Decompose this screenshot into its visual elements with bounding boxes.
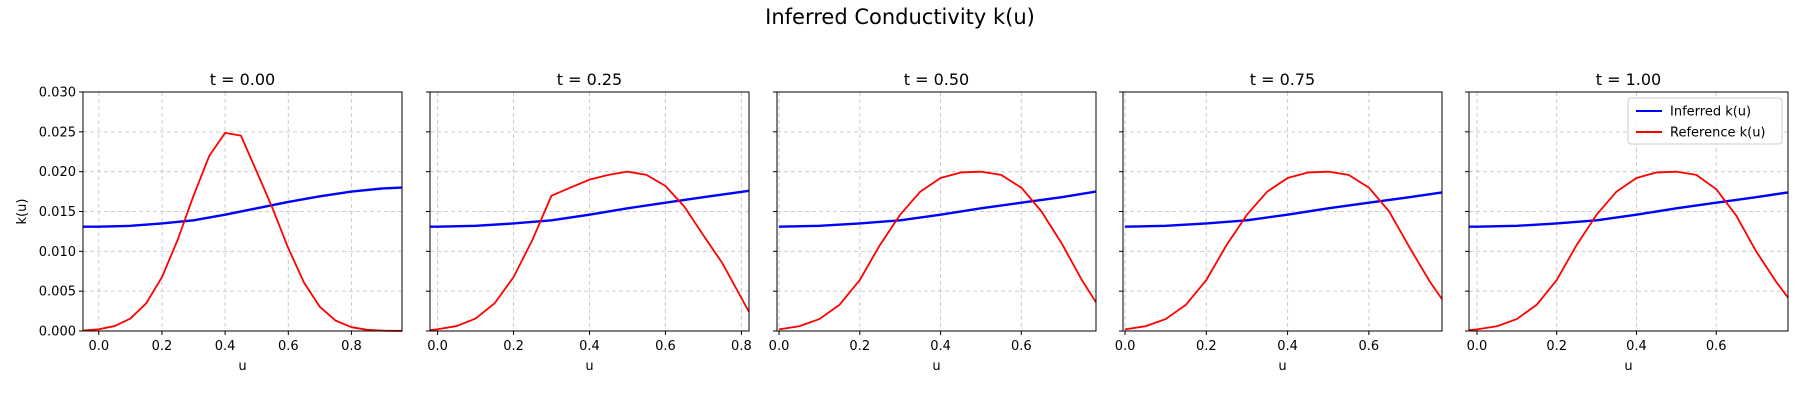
legend-box <box>1627 97 1783 145</box>
series-line-reference <box>82 131 403 332</box>
x-axis-label: u <box>1278 359 1286 374</box>
x-tick-label: 0.8 <box>731 339 752 354</box>
panel-title: t = 0.00 <box>210 70 275 89</box>
x-axis-label: u <box>585 359 593 374</box>
x-axis-label: u <box>1624 359 1632 374</box>
x-axis-label: u <box>932 359 940 374</box>
x-axis-label: u <box>238 359 246 374</box>
legend-label: Inferred k(u) <box>1670 105 1751 120</box>
panel-5: 0.0 0.2 0.4 0.6 t = 1.00 u <box>1465 70 1789 374</box>
x-tick-label: 0.6 <box>278 339 299 354</box>
x-tick-label: 0.4 <box>215 339 236 354</box>
x-tick-label: 0.0 <box>88 339 109 354</box>
plot-frame <box>429 91 750 332</box>
panel-3: 0.0 0.2 0.4 0.6 t = 0.50 u <box>769 70 1097 374</box>
x-tick-label: 0.0 <box>427 339 448 354</box>
legend: Inferred k(u) Reference k(u) <box>1627 97 1783 145</box>
x-tick-label: 0.0 <box>769 339 790 354</box>
panel-1: 0.000 0.005 0.010 0.015 0.020 0.025 0.030 0.0 0.… <box>15 70 403 374</box>
x-tick-label: 0.2 <box>503 339 524 354</box>
plot-frame <box>82 91 403 332</box>
series-line-inferred <box>83 186 403 228</box>
panel-2: 0.0 0.2 0.4 0.6 0.8 t = 0.25 u <box>426 70 752 374</box>
panel-title: t = 0.75 <box>1250 70 1315 89</box>
plot-frame <box>1468 91 1789 332</box>
x-tick-label: 0.0 <box>1115 339 1136 354</box>
x-tick-label: 0.2 <box>849 339 870 354</box>
x-tick-label: 0.6 <box>1011 339 1032 354</box>
series-line-inferred <box>430 189 750 228</box>
x-tick-label: 0.4 <box>579 339 600 354</box>
panel-title: t = 1.00 <box>1596 70 1661 89</box>
x-tick-label: 0.2 <box>1196 339 1217 354</box>
x-tick-label: 0.2 <box>152 339 173 354</box>
x-tick-label: 0.0 <box>1467 339 1488 354</box>
x-tick-label: 0.2 <box>1546 339 1567 354</box>
x-tick-label: 0.6 <box>1359 339 1380 354</box>
y-axis-label: k(u) <box>15 199 30 225</box>
y-tick-label: 0.005 <box>39 285 76 300</box>
x-tick-label: 0.4 <box>1626 339 1647 354</box>
series-line-inferred <box>778 190 1097 228</box>
y-tick-label: 0.015 <box>39 205 76 220</box>
panel-title: t = 0.50 <box>904 70 969 89</box>
x-tick-label: 0.6 <box>1706 339 1727 354</box>
series-line-reference <box>1468 170 1789 332</box>
x-tick-label: 0.6 <box>655 339 676 354</box>
series-line-reference <box>1124 170 1443 331</box>
series-line-inferred <box>1469 191 1789 228</box>
panel-4: 0.0 0.2 0.4 0.6 t = 0.75 u <box>1115 70 1443 374</box>
y-tick-label: 0.010 <box>39 245 76 260</box>
x-tick-label: 0.4 <box>930 339 951 354</box>
y-tick-label: 0.000 <box>39 325 76 340</box>
series-line-reference <box>429 170 750 332</box>
y-tick-label: 0.020 <box>39 165 76 180</box>
figure-title: Inferred Conductivity k(u) <box>765 5 1035 29</box>
plot-frame <box>1122 91 1443 332</box>
legend-label: Reference k(u) <box>1670 126 1766 141</box>
series-line-inferred <box>1125 191 1443 228</box>
y-tick-label: 0.030 <box>39 86 76 101</box>
panel-title: t = 0.25 <box>557 70 622 89</box>
x-tick-label: 0.4 <box>1277 339 1298 354</box>
x-tick-label: 0.8 <box>341 339 362 354</box>
plot-frame <box>776 91 1097 332</box>
y-tick-label: 0.025 <box>39 125 76 140</box>
series-line-reference <box>778 170 1097 331</box>
